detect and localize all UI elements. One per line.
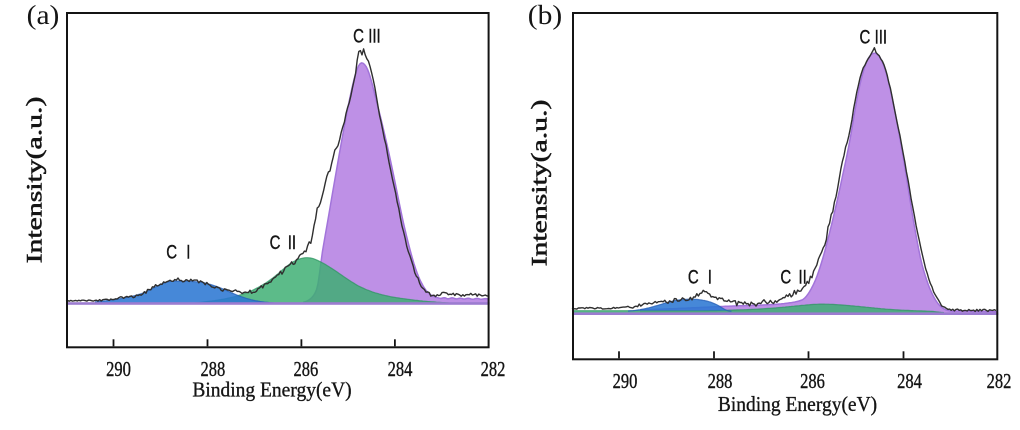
svg-text:I: I (708, 266, 712, 288)
svg-text:II: II (288, 231, 296, 253)
svg-text:Binding Energy(eV): Binding Energy(eV) (192, 379, 351, 402)
svg-text:C: C (270, 231, 281, 253)
svg-text:III: III (875, 25, 887, 47)
svg-text:Intensity(a.u.): Intensity(a.u.) (526, 100, 552, 267)
svg-text:290: 290 (613, 370, 638, 393)
svg-text:I: I (186, 240, 190, 262)
svg-text:Intensity(a.u.): Intensity(a.u.) (21, 97, 47, 264)
svg-text:286: 286 (294, 358, 319, 381)
svg-text:286: 286 (800, 370, 825, 393)
svg-text:C: C (353, 24, 364, 46)
svg-text:C: C (780, 266, 791, 288)
svg-text:284: 284 (388, 358, 413, 381)
svg-text:C: C (166, 240, 177, 262)
svg-text:(a): (a) (27, 1, 60, 31)
svg-text:III: III (368, 24, 380, 46)
svg-text:290: 290 (106, 358, 131, 381)
svg-text:C: C (860, 25, 871, 47)
svg-text:288: 288 (708, 370, 733, 393)
svg-text:Binding Energy(eV): Binding Energy(eV) (718, 393, 877, 416)
svg-text:288: 288 (201, 358, 226, 381)
svg-text:282: 282 (987, 370, 1012, 393)
svg-text:C: C (688, 266, 699, 288)
svg-text:282: 282 (481, 358, 506, 381)
svg-text:(b): (b) (528, 1, 562, 31)
svg-text:II: II (799, 266, 807, 288)
svg-text:284: 284 (897, 370, 922, 393)
